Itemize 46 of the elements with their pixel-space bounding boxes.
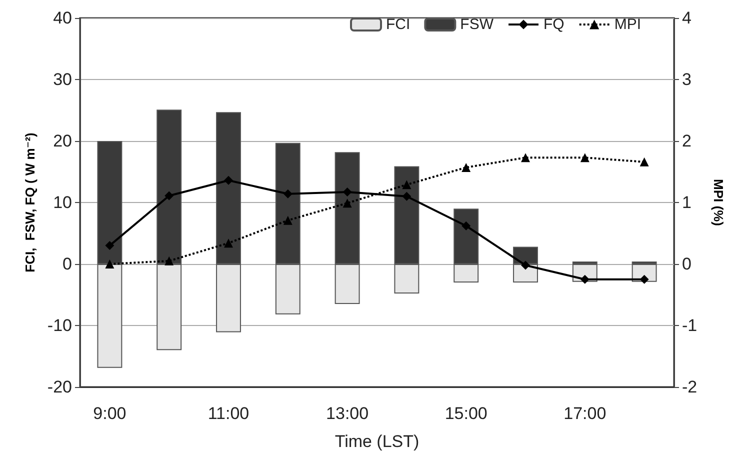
x-tick-label: 9:00 [93,404,126,423]
point [224,176,233,185]
point [283,216,292,225]
y2-tick-label: 4 [682,8,692,28]
y-tick-label: 10 [53,193,72,212]
point [521,260,530,270]
point [224,238,233,248]
y2-tick-label: 2 [682,132,692,150]
y-tick-label: 0 [62,254,72,274]
point [640,274,649,284]
y2-tick-label: -2 [682,378,698,396]
point [105,260,114,268]
legend-label: FQ [544,16,564,33]
point [521,153,530,162]
point [462,221,471,230]
point [283,189,292,198]
point [462,162,471,172]
point [402,180,412,190]
y-axis-title: FCI, FSW, FQ ( W m⁻²) [22,132,38,272]
x-tick-label: 15:00 [444,404,488,423]
y2-tick-label: 1 [682,193,692,212]
y-tick-label: 40 [53,8,72,28]
point [640,157,649,166]
y2-tick-label: -1 [682,316,698,335]
y-tick-label: -20 [47,378,72,396]
point [105,241,114,250]
x-tick-label: 11:00 [208,404,250,423]
point [402,192,412,201]
y-tick-label: 20 [53,132,72,150]
legend-label: FCI [386,16,410,33]
point [580,153,590,162]
point [580,274,590,284]
legend-label: MPI [614,16,642,33]
x-tick-label: 17:00 [564,404,606,423]
x-tick-label: 13:00 [326,404,369,423]
y-tick-label: -10 [47,316,72,335]
point [164,191,174,200]
x-axis-title: Time (LST) [334,432,420,451]
y2-tick-label: 3 [682,70,692,89]
point [164,256,174,266]
y2-tick-label: 0 [682,254,692,274]
legend-label: FSW [460,16,494,33]
point [342,198,352,208]
y2-axis-title: MPI (%) [711,179,726,226]
point [342,188,352,197]
y-tick-label: 30 [53,70,72,89]
